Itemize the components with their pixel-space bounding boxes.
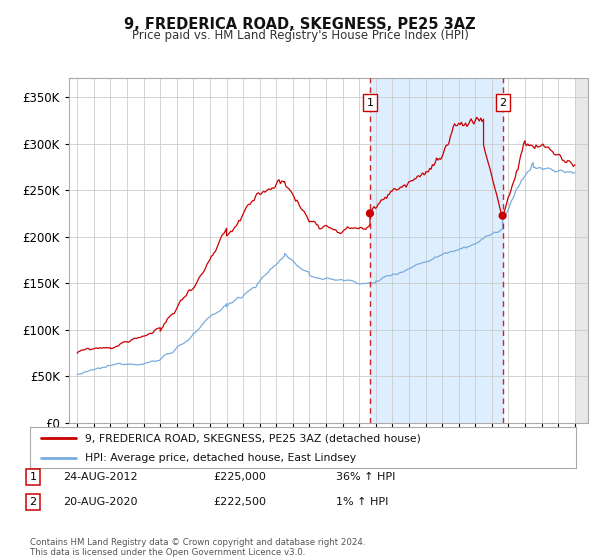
Text: HPI: Average price, detached house, East Lindsey: HPI: Average price, detached house, East… [85, 452, 356, 463]
Text: 1% ↑ HPI: 1% ↑ HPI [336, 497, 388, 507]
Text: 24-AUG-2012: 24-AUG-2012 [63, 472, 137, 482]
Bar [370, 78, 503, 423]
Text: 20-AUG-2020: 20-AUG-2020 [63, 497, 137, 507]
Point [365, 209, 375, 218]
Text: 2: 2 [499, 97, 506, 108]
Text: 9, FREDERICA ROAD, SKEGNESS, PE25 3AZ (detached house): 9, FREDERICA ROAD, SKEGNESS, PE25 3AZ (d… [85, 433, 421, 443]
Text: 2: 2 [29, 497, 37, 507]
Text: £222,500: £222,500 [213, 497, 266, 507]
Text: 36% ↑ HPI: 36% ↑ HPI [336, 472, 395, 482]
Point [498, 211, 508, 220]
Text: 1: 1 [29, 472, 37, 482]
Text: 9, FREDERICA ROAD, SKEGNESS, PE25 3AZ: 9, FREDERICA ROAD, SKEGNESS, PE25 3AZ [124, 17, 476, 32]
Text: Contains HM Land Registry data © Crown copyright and database right 2024.
This d: Contains HM Land Registry data © Crown c… [30, 538, 365, 557]
Text: Price paid vs. HM Land Registry's House Price Index (HPI): Price paid vs. HM Land Registry's House … [131, 29, 469, 42]
Text: £225,000: £225,000 [213, 472, 266, 482]
Text: 1: 1 [367, 97, 373, 108]
Bar [575, 78, 588, 423]
